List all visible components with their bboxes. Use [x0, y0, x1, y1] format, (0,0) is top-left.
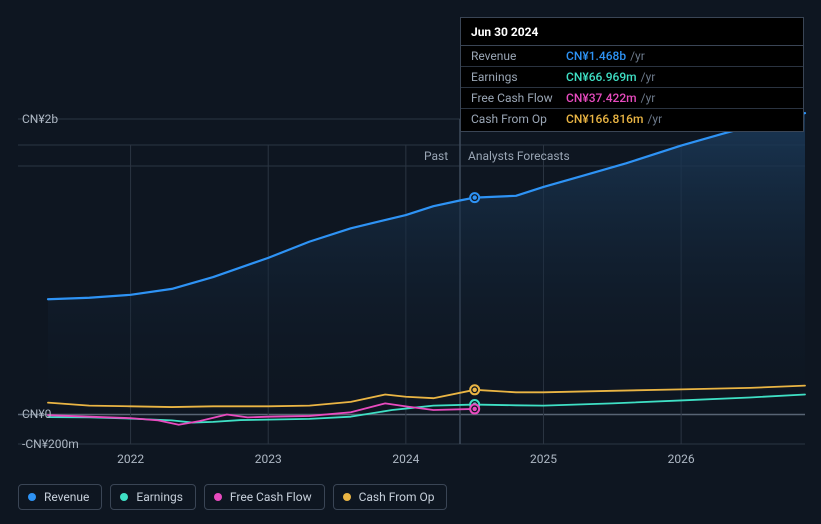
x-tick-label: 2025: [530, 452, 557, 466]
tooltip-row-label: Free Cash Flow: [471, 91, 566, 105]
legend-dot-icon: [28, 493, 36, 501]
legend-dot-icon: [214, 493, 222, 501]
tooltip-row-value: CN¥166.816m: [566, 112, 643, 126]
tooltip-row: EarningsCN¥66.969m/yr: [461, 67, 803, 88]
section-label-past: Past: [424, 149, 456, 163]
tooltip-row-label: Earnings: [471, 70, 566, 84]
y-tick-label: CN¥2b: [22, 112, 58, 126]
legend-item-cfo[interactable]: Cash From Op: [333, 484, 448, 510]
tooltip-row-value: CN¥37.422m: [566, 91, 637, 105]
earnings-chart: Past Analysts Forecasts Jun 30 2024 Reve…: [0, 0, 821, 524]
tooltip-title: Jun 30 2024: [461, 18, 803, 46]
x-tick-label: 2023: [255, 452, 282, 466]
legend-label: Free Cash Flow: [230, 490, 312, 504]
tooltip-row: RevenueCN¥1.468b/yr: [461, 46, 803, 67]
tooltip-row-value: CN¥66.969m: [566, 70, 637, 84]
x-tick-label: 2022: [117, 452, 144, 466]
tooltip-row-unit: /yr: [641, 91, 656, 105]
legend-label: Revenue: [44, 490, 89, 504]
x-tick-label: 2024: [392, 452, 419, 466]
tooltip-row-unit: /yr: [647, 112, 662, 126]
tooltip-row-value: CN¥1.468b: [566, 49, 626, 63]
tooltip-row-label: Cash From Op: [471, 112, 566, 126]
legend-label: Earnings: [136, 490, 183, 504]
legend-dot-icon: [343, 493, 351, 501]
tooltip-row: Free Cash FlowCN¥37.422m/yr: [461, 88, 803, 109]
legend-dot-icon: [120, 493, 128, 501]
tooltip-row-unit: /yr: [641, 70, 656, 84]
tooltip-row-label: Revenue: [471, 49, 566, 63]
tooltip-row-unit: /yr: [630, 49, 645, 63]
section-label-forecast: Analysts Forecasts: [468, 149, 578, 163]
chart-tooltip: Jun 30 2024 RevenueCN¥1.468b/yrEarningsC…: [460, 17, 804, 132]
x-tick-label: 2026: [668, 452, 695, 466]
legend-label: Cash From Op: [359, 490, 435, 504]
tooltip-row: Cash From OpCN¥166.816m/yr: [461, 109, 803, 129]
y-tick-label: -CN¥200m: [22, 437, 79, 451]
y-tick-label: CN¥0: [22, 407, 51, 421]
legend-item-fcf[interactable]: Free Cash Flow: [204, 484, 325, 510]
legend-item-earnings[interactable]: Earnings: [110, 484, 196, 510]
legend-item-revenue[interactable]: Revenue: [18, 484, 102, 510]
legend: Revenue Earnings Free Cash Flow Cash From O…: [18, 484, 447, 510]
